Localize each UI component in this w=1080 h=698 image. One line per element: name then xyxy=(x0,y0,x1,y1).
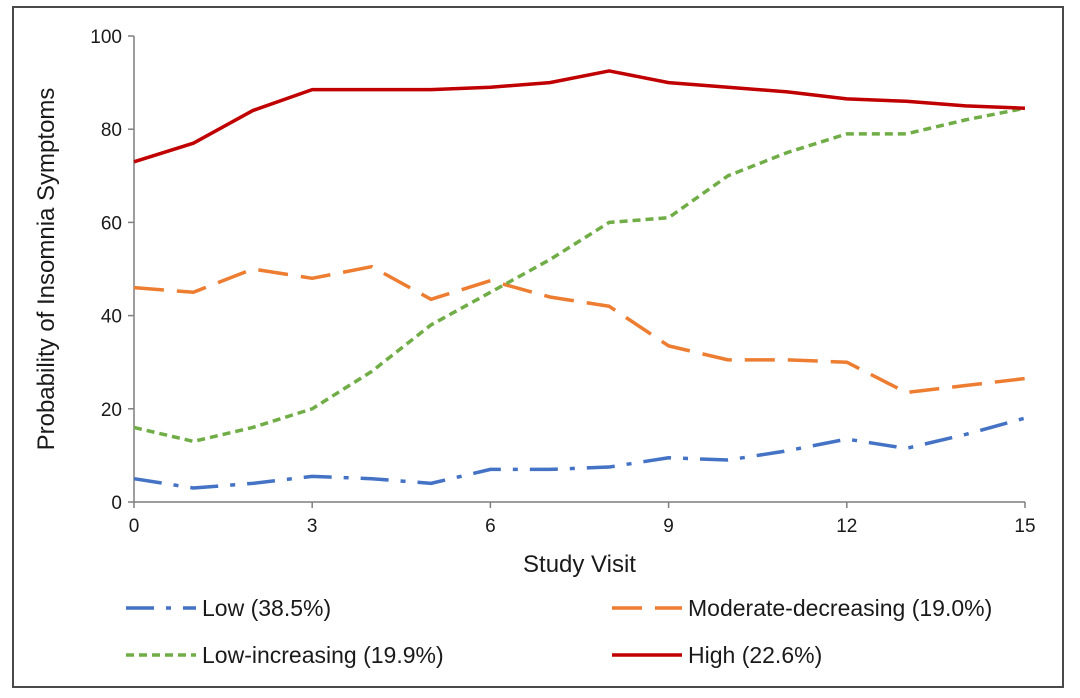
x-tick-label: 15 xyxy=(1014,516,1035,537)
y-tick-label: 100 xyxy=(90,27,122,48)
legend-label-2: Moderate-decreasing (19.0%) xyxy=(688,595,992,621)
axes: 0 20 40 60 80 100 0 3 6 9 12 15 xyxy=(90,27,1035,537)
y-axis-title: Probability of Insomnia Symptoms xyxy=(33,88,60,451)
chart-frame: 0 20 40 60 80 100 0 3 6 9 12 15 Low (38.5%) Moderate… xyxy=(12,6,1064,688)
legend: Low (38.5%) Moderate-decreasing (19.0%) Lo… xyxy=(126,595,992,668)
y-tick-label: 40 xyxy=(101,307,122,328)
x-tick-label: 0 xyxy=(129,516,140,537)
x-tick-label: 6 xyxy=(485,516,496,537)
series-line-3 xyxy=(133,106,1026,444)
legend-label-3: Low-increasing (19.9%) xyxy=(202,642,444,668)
series-layer xyxy=(133,69,1026,490)
series-line-1 xyxy=(133,416,1026,490)
y-tick-label: 60 xyxy=(101,213,122,234)
line-chart: 0 20 40 60 80 100 0 3 6 9 12 15 Low (38.5%) Moderate… xyxy=(33,27,1036,668)
y-tick-label: 80 xyxy=(101,120,122,141)
legend-label-4: High (22.6%) xyxy=(688,642,822,668)
y-tick-label: 20 xyxy=(101,400,122,421)
legend-label-1: Low (38.5%) xyxy=(202,595,331,621)
series-line-4 xyxy=(133,69,1026,164)
x-tick-label: 3 xyxy=(307,516,318,537)
x-axis-title: Study Visit xyxy=(523,551,636,578)
x-tick-label: 9 xyxy=(663,516,674,537)
series-line-2 xyxy=(133,264,1026,395)
x-tick-label: 12 xyxy=(836,516,857,537)
y-tick-label: 0 xyxy=(111,493,122,514)
